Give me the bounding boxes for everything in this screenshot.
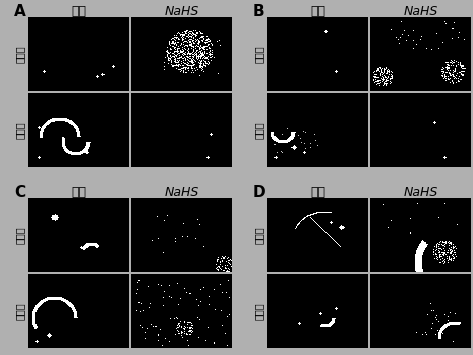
Text: 对照: 对照 <box>71 186 86 200</box>
Text: NaHS: NaHS <box>403 186 438 200</box>
Text: 下表皮: 下表皮 <box>254 121 264 138</box>
Text: 对照: 对照 <box>310 186 325 200</box>
Text: 下表皮: 下表皮 <box>254 302 264 320</box>
Text: 上表皮: 上表皮 <box>254 226 264 244</box>
Text: NaHS: NaHS <box>165 186 199 200</box>
Text: 下表皮: 下表皮 <box>15 302 25 320</box>
Text: 对照: 对照 <box>71 5 86 18</box>
Text: A: A <box>14 4 26 20</box>
Text: NaHS: NaHS <box>165 5 199 18</box>
Text: 对照: 对照 <box>310 5 325 18</box>
Text: 上表皮: 上表皮 <box>15 226 25 244</box>
Text: B: B <box>253 4 264 20</box>
Text: 上表皮: 上表皮 <box>254 45 264 62</box>
Text: 上表皮: 上表皮 <box>15 45 25 62</box>
Text: NaHS: NaHS <box>403 5 438 18</box>
Text: C: C <box>14 185 25 201</box>
Text: 下表皮: 下表皮 <box>15 121 25 138</box>
Text: D: D <box>253 185 265 201</box>
